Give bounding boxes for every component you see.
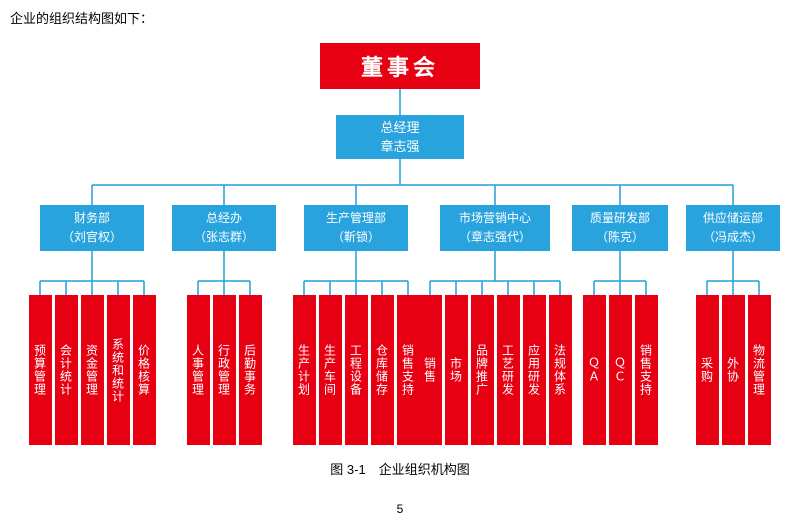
leaf-label: 价格核算 [136, 344, 153, 396]
dept-name: 市场营销中心 [459, 209, 531, 228]
dept-name: 财务部 [74, 209, 110, 228]
dept-node-5: 供应储运部（冯成杰） [686, 205, 780, 251]
leaf-5-0: 采购 [696, 295, 719, 445]
leaf-2-2: 工程设备 [345, 295, 368, 445]
dept-name: 总经办 [206, 209, 242, 228]
leaf-0-3: 系统和统计 [107, 295, 130, 445]
page-number: 5 [10, 502, 790, 516]
leaf-2-3: 仓库储存 [371, 295, 394, 445]
leaf-label: 销售支持 [638, 344, 655, 396]
leaf-label: 销售支持 [400, 344, 417, 396]
leaf-label: 后勤事务 [242, 344, 259, 396]
org-chart: 董事会总经理章志强财务部（刘官权） 预算管理会计统计资金管理系统和统计价格核算 总经… [10, 33, 790, 453]
dept-manager: （靳锁） [332, 228, 380, 247]
leaf-label: ＱＡ [586, 357, 603, 383]
leaf-label: 系统和统计 [110, 338, 127, 403]
dept-node-1: 总经办（张志群） [172, 205, 276, 251]
dept-node-0: 财务部（刘官权） [40, 205, 144, 251]
leaf-label: ＱＣ [612, 357, 629, 383]
leaf-0-0: 预算管理 [29, 295, 52, 445]
leaf-label: 工艺研发 [500, 344, 517, 396]
leaf-label: 行政管理 [216, 344, 233, 396]
leaf-label: 会计统计 [58, 344, 75, 396]
leaf-label: 法规体系 [552, 344, 569, 396]
leaf-label: 仓库储存 [374, 344, 391, 396]
leaf-label: 应用研发 [526, 344, 543, 396]
leaf-2-4: 销售支持 [397, 295, 420, 445]
figure-caption: 图 3-1 企业组织机构图 [10, 459, 790, 478]
dept-manager: （陈克） [596, 228, 644, 247]
leaf-5-1: 外协 [722, 295, 745, 445]
leaf-3-2: 品牌推广 [471, 295, 494, 445]
dept-manager: （张志群） [194, 228, 254, 247]
dept-manager: （冯成杰） [703, 228, 763, 247]
leaf-label: 人事管理 [190, 344, 207, 396]
gm-title: 总经理 [380, 118, 419, 138]
leaf-4-0: ＱＡ [583, 295, 606, 445]
dept-name: 质量研发部 [590, 209, 650, 228]
dept-manager: （刘官权） [62, 228, 122, 247]
leaf-label: 资金管理 [84, 344, 101, 396]
leaf-label: 生产计划 [296, 344, 313, 396]
leaf-label: 市场 [448, 357, 465, 383]
leaf-label: 预算管理 [32, 344, 49, 396]
leaf-1-2: 后勤事务 [239, 295, 262, 445]
dept-name: 生产管理部 [326, 209, 386, 228]
dept-node-3: 市场营销中心（章志强代） [440, 205, 550, 251]
leaf-label: 生产车间 [322, 344, 339, 396]
leaf-label: 工程设备 [348, 344, 365, 396]
leaf-2-1: 生产车间 [319, 295, 342, 445]
leaf-3-4: 应用研发 [523, 295, 546, 445]
dept-node-4: 质量研发部（陈克） [572, 205, 668, 251]
gm-name: 章志强 [380, 137, 419, 157]
leaf-label: 物流管理 [751, 344, 768, 396]
leaf-2-0: 生产计划 [293, 295, 316, 445]
leaf-0-4: 价格核算 [133, 295, 156, 445]
leaf-5-2: 物流管理 [748, 295, 771, 445]
dept-node-2: 生产管理部（靳锁） [304, 205, 408, 251]
dept-manager: （章志强代） [459, 228, 531, 247]
leaf-0-2: 资金管理 [81, 295, 104, 445]
intro-text: 企业的组织结构图如下： [10, 8, 790, 27]
leaf-3-1: 市场 [445, 295, 468, 445]
leaf-label: 销售 [422, 357, 439, 383]
leaf-3-3: 工艺研发 [497, 295, 520, 445]
gm-node: 总经理章志强 [336, 115, 464, 159]
dept-name: 供应储运部 [703, 209, 763, 228]
leaf-label: 采购 [699, 357, 716, 383]
leaf-4-1: ＱＣ [609, 295, 632, 445]
leaf-3-5: 法规体系 [549, 295, 572, 445]
board-label: 董事会 [361, 50, 439, 82]
leaf-1-1: 行政管理 [213, 295, 236, 445]
leaf-0-1: 会计统计 [55, 295, 78, 445]
board-node: 董事会 [320, 43, 480, 89]
leaf-label: 外协 [725, 357, 742, 383]
leaf-label: 品牌推广 [474, 344, 491, 396]
leaf-3-0: 销售 [419, 295, 442, 445]
leaf-1-0: 人事管理 [187, 295, 210, 445]
leaf-4-2: 销售支持 [635, 295, 658, 445]
